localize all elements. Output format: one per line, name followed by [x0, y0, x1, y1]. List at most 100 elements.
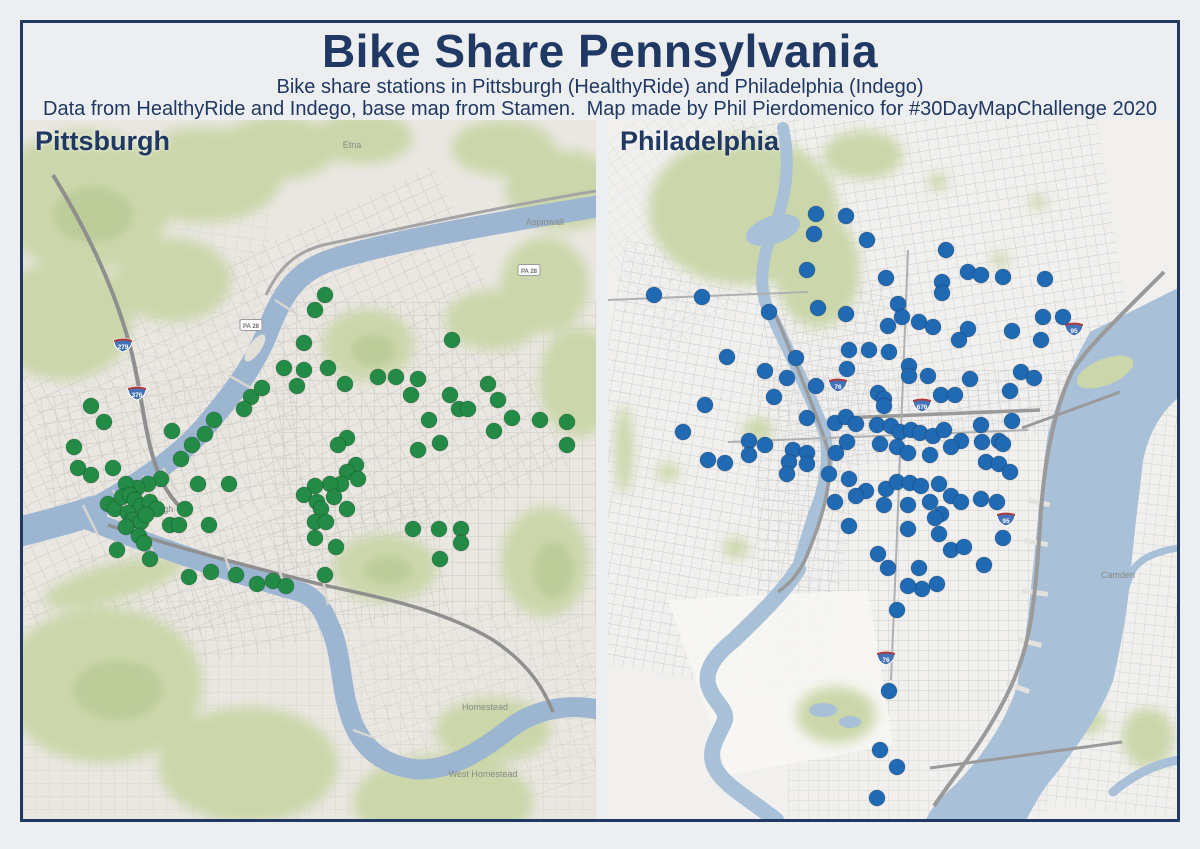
station-dot [778, 369, 796, 387]
svg-text:PA 28: PA 28 [521, 269, 538, 275]
station-dot [919, 367, 937, 385]
station-dot [135, 534, 153, 552]
station-dot [674, 423, 692, 441]
station-dot [899, 577, 917, 595]
station-dot [798, 261, 816, 279]
svg-text:376: 376 [132, 392, 143, 399]
station-dot [809, 299, 827, 317]
station-dot [930, 525, 948, 543]
station-dot [937, 241, 955, 259]
station-dot [430, 520, 448, 538]
station-dot [840, 341, 858, 359]
station-dot [994, 268, 1012, 286]
station-dot [558, 436, 576, 454]
station-dot [327, 538, 345, 556]
station-dot [994, 435, 1012, 453]
station-dot [880, 682, 898, 700]
page-subtitle: Bike share stations in Pittsburgh (Healt… [276, 76, 924, 98]
station-dot [933, 284, 951, 302]
page-credit: Data from HealthyRide and Indego, base m… [43, 98, 1157, 120]
svg-text:76: 76 [834, 384, 842, 391]
station-dot [295, 334, 313, 352]
station-dot [69, 459, 87, 477]
pittsburgh-map-panel: Etna Aspinwall Pittsburgh Homestead West Hom… [23, 120, 596, 819]
station-dot [888, 601, 906, 619]
terrain-accents [53, 187, 573, 720]
station-dot [807, 377, 825, 395]
station-dot [827, 444, 845, 462]
station-dot [798, 409, 816, 427]
station-dot [248, 575, 266, 593]
station-dot [756, 362, 774, 380]
station-dot [807, 205, 825, 223]
svg-text:95: 95 [1070, 328, 1078, 335]
station-dot [1025, 369, 1043, 387]
station-dot [946, 386, 964, 404]
station-dot [443, 331, 461, 349]
delaware-river [926, 288, 1177, 819]
station-dot [899, 520, 917, 538]
station-dot [840, 470, 858, 488]
station-dot [716, 454, 734, 472]
station-dot [163, 422, 181, 440]
station-dot [316, 286, 334, 304]
pittsburgh-map-title: Pittsburgh [35, 126, 170, 156]
station-dot [141, 550, 159, 568]
station-dot [826, 493, 844, 511]
station-dot [200, 516, 218, 534]
station-dot [205, 411, 223, 429]
station-dot [847, 487, 865, 505]
station-dots [65, 286, 576, 595]
station-dot [275, 359, 293, 377]
route-shields: 279 376 PA 28 PA 28 [113, 264, 541, 401]
station-dot [928, 575, 946, 593]
station-dot [420, 411, 438, 429]
station-dot [765, 388, 783, 406]
station-dot [1001, 463, 1019, 481]
poster-border [20, 20, 1180, 822]
station-dot [837, 207, 855, 225]
svg-text:76: 76 [882, 657, 890, 664]
interstate-shield-icon: 676 [912, 398, 932, 413]
reservoir [746, 214, 800, 246]
station-dot [879, 559, 897, 577]
station-dot [306, 301, 324, 319]
station-dot [82, 397, 100, 415]
station-dot [693, 288, 711, 306]
station-dot [699, 451, 717, 469]
station-dot [277, 577, 295, 595]
station-dot [756, 436, 774, 454]
station-dot [973, 433, 991, 451]
station-dot [170, 516, 188, 534]
station-dot [961, 370, 979, 388]
station-dot [1003, 412, 1021, 430]
station-dot [924, 318, 942, 336]
station-dot [1036, 270, 1054, 288]
station-dot [329, 436, 347, 454]
station-dot [137, 506, 155, 524]
station-dot [306, 477, 324, 495]
philadelphia-basemap: Philadelphia Camden 95 676 76 95 76 [608, 120, 1177, 819]
station-dot [875, 496, 893, 514]
station-dot [840, 517, 858, 535]
interstate-shield-icon: 279 [113, 338, 133, 353]
station-dot [860, 341, 878, 359]
state-route-shield-icon: PA 28 [517, 264, 541, 276]
station-dot [441, 386, 459, 404]
station-dot [1001, 382, 1019, 400]
station-dot [910, 559, 928, 577]
station-dot [990, 455, 1008, 473]
station-dot [952, 493, 970, 511]
station-dot [921, 446, 939, 464]
station-dot [172, 450, 190, 468]
map-place-label: Etna [343, 140, 362, 150]
station-dot [325, 488, 343, 506]
station-dot [893, 308, 911, 326]
station-dot [253, 379, 271, 397]
station-dot [489, 391, 507, 409]
station-dot [369, 368, 387, 386]
fdr-ponds [809, 703, 861, 728]
station-dot [900, 367, 918, 385]
station-dot [288, 377, 306, 395]
